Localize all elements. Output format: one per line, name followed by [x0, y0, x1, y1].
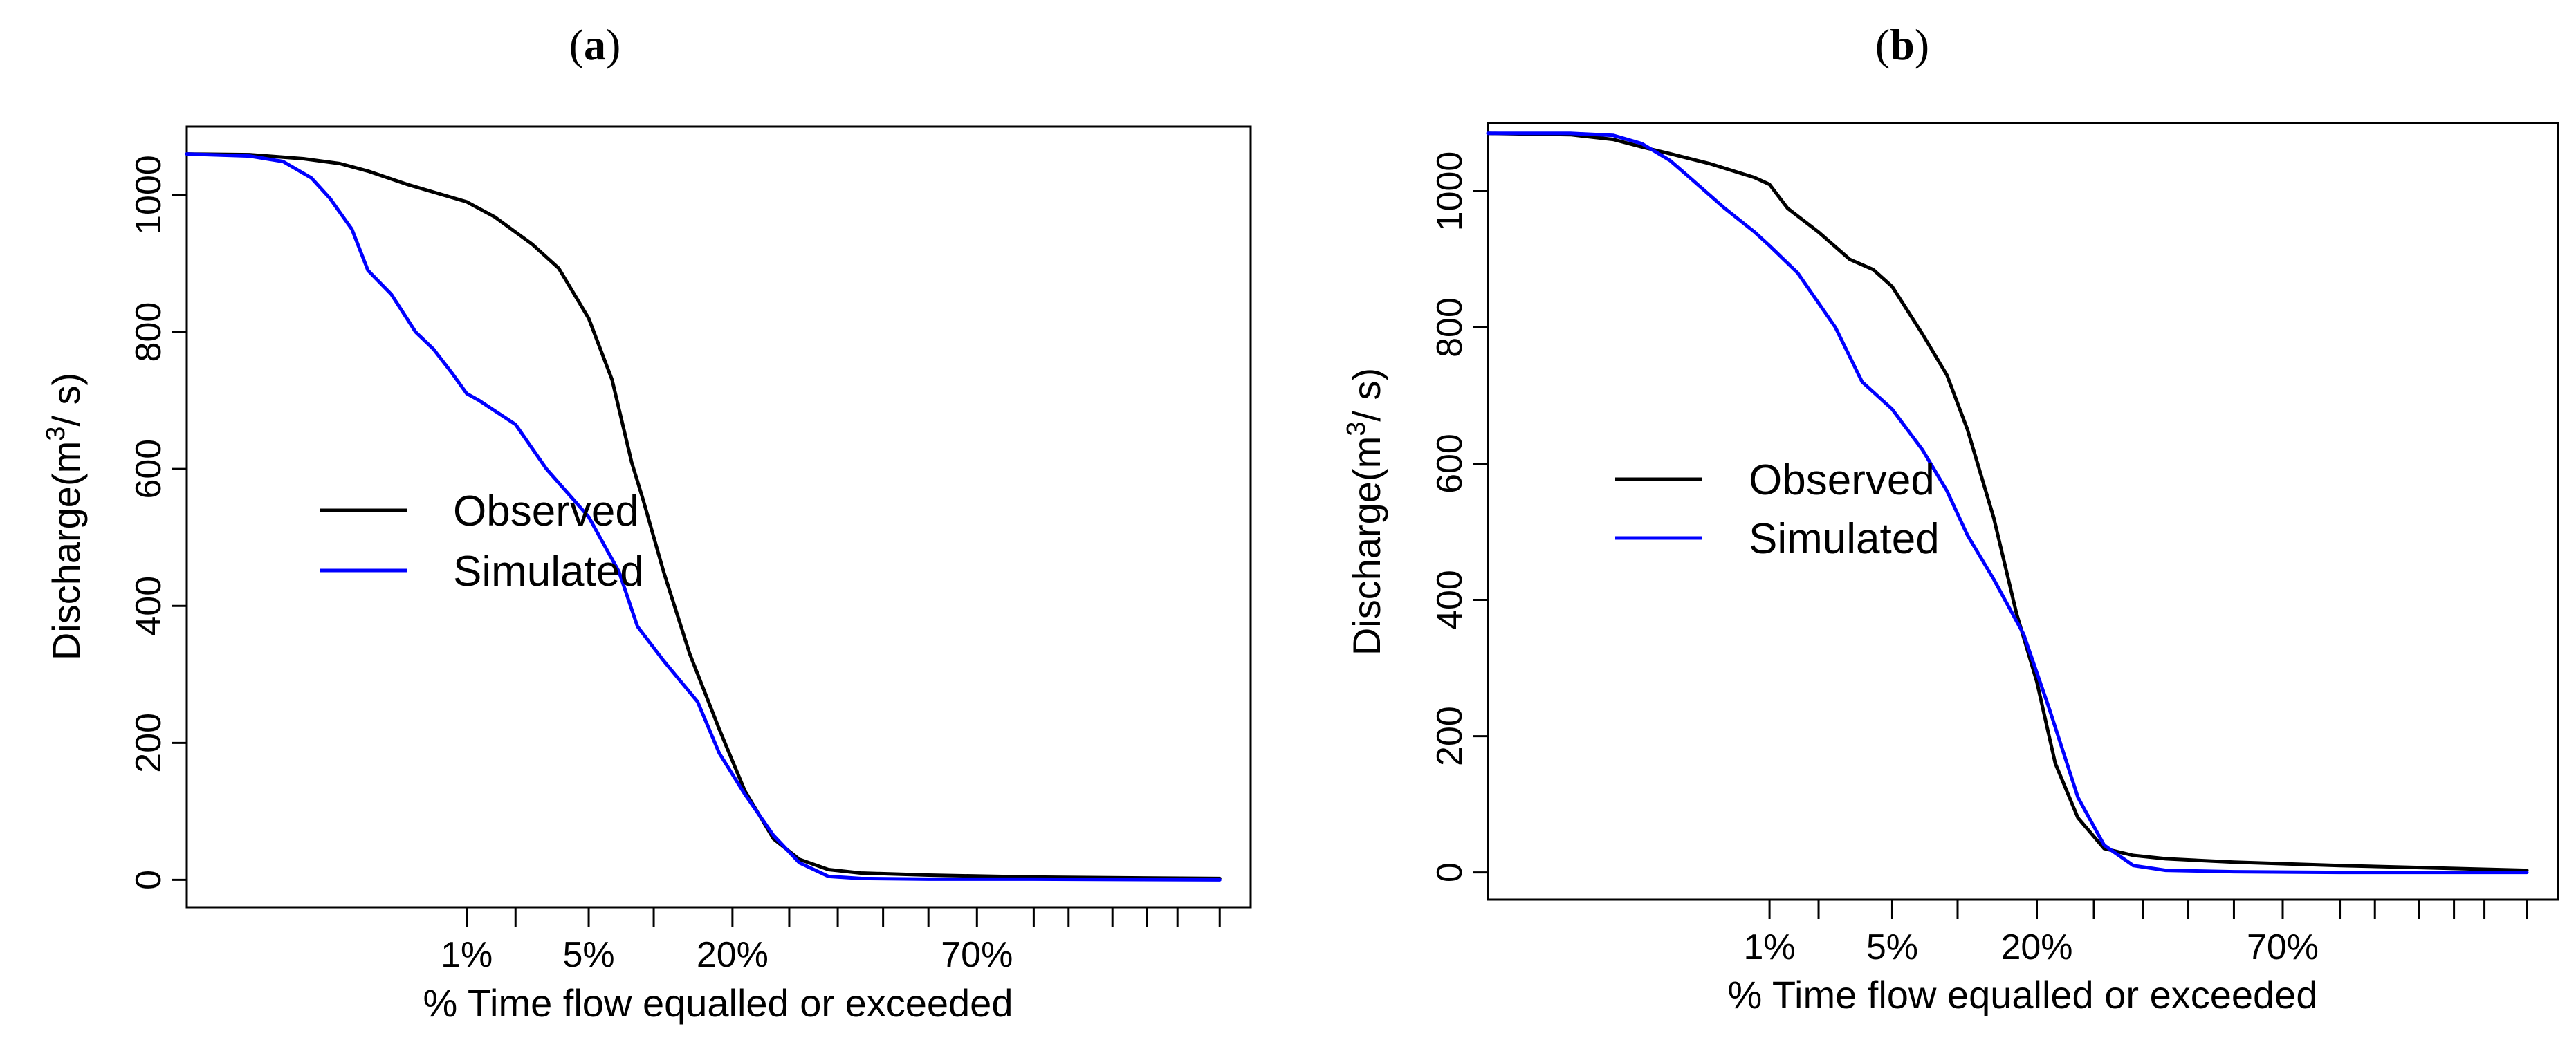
legend-observed-label: Observed	[1749, 456, 1935, 504]
panel-a-title: (a)	[569, 20, 621, 69]
x-tick-label: 70%	[2247, 927, 2319, 967]
panel-b-y-axis-title-suffix: / s)	[1345, 368, 1388, 422]
legend-simulated-label: Simulated	[453, 548, 644, 595]
panel-a-x-axis-title: % Time flow equalled or exceeded	[423, 981, 1013, 1025]
x-tick-label: 5%	[1866, 927, 1918, 967]
y-tick-label: 400	[129, 576, 169, 636]
y-tick-label: 200	[129, 713, 169, 773]
panel-b-x-ticks: 1% 5% 20% 70%	[1744, 900, 2528, 967]
panel-a-y-axis-title: Discharge(m3/ s)	[42, 373, 88, 660]
y-tick-label: 600	[129, 439, 169, 499]
panel-b-y-ticks: 0 200 400 600 800 1000	[1430, 151, 1488, 882]
panel-a-legend: Observed Simulated	[320, 488, 644, 595]
y-tick-label: 0	[129, 870, 169, 890]
legend-observed-label: Observed	[453, 488, 639, 535]
panel-b-y-axis-title: Discharge(m3/ s)	[1342, 368, 1388, 656]
panel-a-x-ticks: 1% 5% 20% 70%	[441, 907, 1221, 975]
y-tick-label: 200	[1430, 706, 1470, 766]
chart-panel-b: (b) 0 200 400 600 800 1000 1% 5% 20% 70% % Time …	[1342, 20, 2559, 1016]
y-tick-label: 600	[1430, 434, 1470, 494]
panel-b-legend: Observed Simulated	[1615, 456, 1940, 563]
x-tick-label: 1%	[1744, 927, 1796, 967]
panel-b-y-axis-title-sup: 3	[1342, 422, 1371, 436]
panel-a-y-axis-title-sup: 3	[42, 427, 71, 441]
panel-a-series	[185, 152, 1222, 882]
x-tick-label: 1%	[441, 935, 493, 975]
y-tick-label: 400	[1430, 570, 1470, 630]
series-line-simulated	[185, 152, 1222, 882]
series-line-observed	[185, 152, 1222, 880]
legend-simulated-label: Simulated	[1749, 515, 1940, 563]
x-tick-label: 70%	[941, 935, 1013, 975]
y-tick-label: 800	[129, 302, 169, 362]
panel-b-title: (b)	[1875, 20, 1929, 69]
y-tick-label: 1000	[129, 155, 169, 235]
y-tick-label: 1000	[1430, 151, 1470, 232]
panel-a-y-ticks: 0 200 400 600 800 1000	[129, 155, 187, 890]
y-tick-label: 800	[1430, 297, 1470, 358]
x-tick-label: 20%	[697, 935, 769, 975]
panel-a-y-axis-title-suffix: / s)	[44, 373, 88, 427]
panel-b-series	[1486, 131, 2529, 875]
series-line-observed	[1486, 131, 2529, 873]
chart-panel-a: (a) 0 200 400 600 800 1000 1% 5% 20% 70% % Time …	[42, 20, 1252, 1025]
panel-b-y-axis-title-prefix: Discharge(m	[1345, 436, 1388, 656]
x-tick-label: 5%	[562, 935, 614, 975]
panel-a-y-axis-title-prefix: Discharge(m	[44, 441, 88, 660]
x-tick-label: 20%	[2000, 927, 2072, 967]
series-line-simulated	[1486, 131, 2529, 875]
y-tick-label: 0	[1430, 862, 1470, 882]
panel-b-x-axis-title: % Time flow equalled or exceeded	[1728, 973, 2318, 1016]
